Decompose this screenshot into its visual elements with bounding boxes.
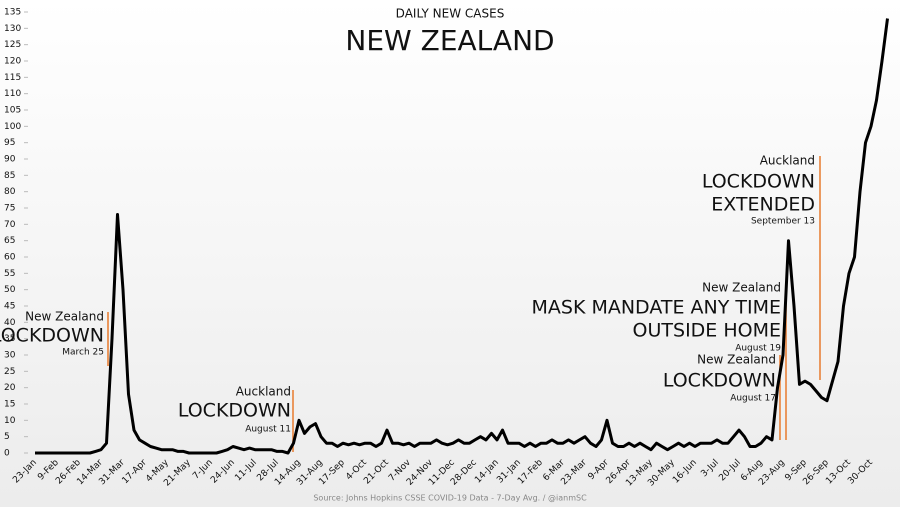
annotation: LOCKDOWN	[0, 325, 104, 347]
annotation: Auckland	[760, 154, 815, 168]
y-tick-label: 35	[4, 334, 15, 344]
y-tick-label: 10	[4, 416, 16, 426]
y-tick-label: 125	[4, 40, 21, 50]
y-tick-label: 30	[4, 351, 16, 361]
y-tick-label: 100	[4, 122, 21, 132]
source: Source: Johns Hopkins CSSE COVID-19 Data…	[313, 494, 587, 503]
y-tick-label: 80	[4, 187, 16, 197]
y-tick-label: 105	[4, 106, 21, 116]
annotation: New Zealand	[25, 310, 104, 324]
y-tick-label: 70	[4, 220, 16, 230]
annotation: LOCKDOWN	[702, 171, 815, 193]
y-tick-label: 55	[4, 269, 15, 279]
y-tick-label: 45	[4, 302, 15, 312]
y-tick-label: 40	[4, 318, 16, 328]
annotation: September 13	[751, 217, 815, 227]
annotation: August 17	[730, 394, 776, 404]
annotation: August 19	[735, 344, 781, 354]
series-line	[35, 18, 889, 455]
chart-title: NEW ZEALAND	[345, 24, 554, 57]
chart-subtitle: DAILY NEW CASES	[396, 7, 505, 21]
annotation: New Zealand	[702, 281, 781, 295]
y-tick-label: 135	[4, 8, 21, 18]
y-tick-label: 25	[4, 367, 15, 377]
y-tick-label: 65	[4, 236, 15, 246]
annotation: Auckland	[236, 385, 291, 399]
y-tick-label: 20	[4, 383, 16, 393]
y-tick-label: 115	[4, 73, 21, 83]
annotation: LOCKDOWN	[663, 370, 776, 392]
y-tick-label: 75	[4, 204, 15, 214]
y-tick-label: 0	[4, 449, 10, 459]
y-tick-label: 120	[4, 57, 21, 67]
y-tick-label: 5	[4, 432, 10, 442]
y-tick-label: 90	[4, 155, 16, 165]
y-tick-label: 130	[4, 24, 21, 34]
annotation: OUTSIDE HOME	[633, 320, 781, 342]
y-tick-label: 15	[4, 400, 15, 410]
annotation: LOCKDOWN	[178, 400, 291, 422]
annotation: March 25	[62, 348, 104, 358]
y-tick-label: 110	[4, 89, 21, 99]
annotation: EXTENDED	[711, 194, 815, 216]
annotation: MASK MANDATE ANY TIME	[532, 297, 782, 319]
annotation: August 11	[245, 425, 291, 435]
y-tick-label: 95	[4, 138, 15, 148]
annotation: New Zealand	[697, 353, 776, 367]
y-tick-label: 50	[4, 285, 16, 295]
y-tick-label: 85	[4, 171, 15, 181]
y-tick-label: 60	[4, 253, 16, 263]
